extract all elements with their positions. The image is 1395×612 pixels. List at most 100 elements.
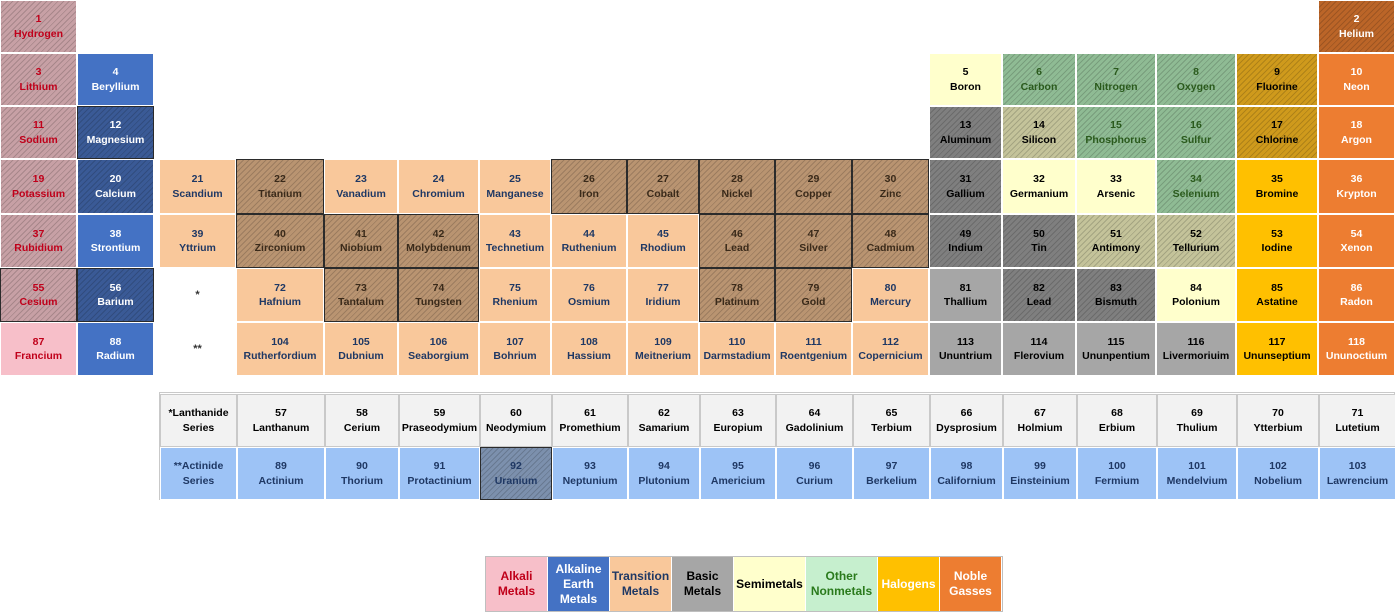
element-cobalt: 27 Cobalt bbox=[627, 159, 699, 214]
element-argon: 18 Argon bbox=[1318, 106, 1395, 159]
element-rutherfordium: 104 Rutherfordium bbox=[236, 322, 324, 376]
element-number: 110 bbox=[728, 335, 746, 348]
element-number: 84 bbox=[1190, 281, 1202, 294]
element-name: Ruthenium bbox=[561, 242, 617, 254]
element-number: 8 bbox=[1193, 66, 1199, 79]
element-number: 68 bbox=[1111, 407, 1123, 420]
element-hassium: 108 Hassium bbox=[551, 322, 627, 376]
element-neodymium: 60 Neodymium bbox=[480, 394, 552, 447]
element-roentgenium: 111 Roentgenium bbox=[775, 322, 852, 376]
element-name: Tantalum bbox=[338, 296, 384, 308]
element-name: Manganese bbox=[486, 187, 544, 200]
series-label-line: *Lanthanide bbox=[168, 407, 229, 420]
element-name: Zinc bbox=[879, 187, 902, 200]
element-name: Erbium bbox=[1098, 421, 1136, 434]
legend-transition: Transition Metals bbox=[610, 557, 672, 611]
element-uranium: 92 Uranium bbox=[480, 447, 552, 500]
element-calcium: 20 Calcium bbox=[77, 159, 154, 214]
element-name: Osmium bbox=[567, 296, 610, 308]
element-number: 40 bbox=[274, 227, 286, 240]
element-tantalum: 73 Tantalum bbox=[324, 268, 398, 322]
element-number: 104 bbox=[271, 335, 289, 348]
legend-noble: Noble Gasses bbox=[940, 557, 1002, 611]
element-number: 34 bbox=[1190, 173, 1202, 186]
element-number: 63 bbox=[732, 407, 744, 420]
element-number: 73 bbox=[355, 281, 367, 294]
element-osmium: 76 Osmium bbox=[551, 268, 627, 322]
element-phosphorus: 15 Phosphorus bbox=[1076, 106, 1156, 159]
element-tellurium: 52 Tellurium bbox=[1156, 214, 1236, 268]
element-number: 12 bbox=[109, 119, 122, 132]
element-number: 20 bbox=[109, 173, 122, 186]
element-number: 81 bbox=[959, 281, 972, 294]
element-number: 26 bbox=[583, 173, 595, 186]
legend-label: Transition Metals bbox=[611, 569, 670, 598]
element-number: 92 bbox=[510, 460, 522, 473]
element-astatine: 85 Astatine bbox=[1236, 268, 1318, 322]
series-label: *Lanthanide Series bbox=[160, 394, 237, 447]
element-name: Chlorine bbox=[1255, 133, 1299, 146]
element-name: Fluorine bbox=[1256, 80, 1298, 93]
element-hydrogen: 1 Hydrogen bbox=[0, 0, 77, 53]
element-number: 3 bbox=[35, 66, 42, 79]
element-number: 74 bbox=[432, 281, 445, 294]
element-name: Dysprosium bbox=[936, 421, 997, 434]
element-name: Platinum bbox=[714, 296, 760, 308]
element-name: Praseodymium bbox=[401, 421, 478, 434]
element-name: Protactinium bbox=[407, 474, 472, 487]
element-antimony: 51 Antimony bbox=[1076, 214, 1156, 268]
element-thulium: 69 Thulium bbox=[1157, 394, 1237, 447]
element-name: Ununpentium bbox=[1082, 350, 1150, 362]
element-name: Copper bbox=[795, 187, 832, 200]
element-name: Cobalt bbox=[646, 187, 680, 200]
element-platinum: 78 Platinum bbox=[699, 268, 775, 322]
element-name: Neon bbox=[1343, 80, 1370, 93]
element-lead: 46 Lead bbox=[699, 214, 775, 268]
element-name: Mercury bbox=[870, 296, 911, 308]
element-americium: 95 Americium bbox=[700, 447, 776, 500]
legend-label: Basic Metals bbox=[683, 569, 722, 598]
element-vanadium: 23 Vanadium bbox=[324, 159, 398, 214]
element-technetium: 43 Technetium bbox=[479, 214, 551, 268]
element-number: 13 bbox=[959, 119, 972, 132]
element-number: 107 bbox=[506, 335, 524, 348]
element-name: Berkelium bbox=[866, 474, 917, 487]
element-number: 64 bbox=[808, 407, 821, 420]
element-bromine: 35 Bromine bbox=[1236, 159, 1318, 214]
element-lanthanum: 57 Lanthanum bbox=[237, 394, 325, 447]
element-curium: 96 Curium bbox=[776, 447, 853, 500]
element-number: 28 bbox=[731, 173, 743, 186]
element-name: Indium bbox=[948, 242, 983, 254]
element-number: 118 bbox=[1348, 335, 1365, 348]
element-number: 108 bbox=[580, 335, 598, 348]
element-neptunium: 93 Neptunium bbox=[552, 447, 628, 500]
element-name: Californium bbox=[937, 474, 996, 487]
element-number: ** bbox=[193, 342, 202, 355]
element-name: Scandium bbox=[172, 187, 223, 200]
element-boron: 5 Boron bbox=[929, 53, 1002, 106]
element-number: * bbox=[195, 288, 200, 301]
element-number: 78 bbox=[731, 281, 743, 294]
element-name: Tellurium bbox=[1172, 242, 1220, 254]
element-number: 23 bbox=[355, 173, 367, 186]
element-name: Terbium bbox=[871, 421, 912, 434]
legend-alkali: Alkali Metals bbox=[486, 557, 548, 611]
element-name: Promethium bbox=[559, 421, 621, 434]
element-chromium: 24 Chromium bbox=[398, 159, 479, 214]
element-scandium: 21 Scandium bbox=[159, 159, 236, 214]
element-ruthenium: 44 Ruthenium bbox=[551, 214, 627, 268]
element-name: Titanium bbox=[258, 187, 302, 200]
element-francium: 87 Francium bbox=[0, 322, 77, 376]
element-number: 62 bbox=[658, 407, 670, 420]
element-number: 17 bbox=[1271, 119, 1283, 132]
element-name: Radium bbox=[96, 350, 135, 362]
legend-label: Semimetals bbox=[736, 576, 803, 591]
element-number: 69 bbox=[1191, 407, 1203, 420]
element-name: Americium bbox=[710, 474, 766, 487]
element-name: Iodine bbox=[1261, 242, 1293, 254]
element-lead: 82 Lead bbox=[1002, 268, 1076, 322]
element-name: Lithium bbox=[19, 80, 58, 93]
element-lithium: 3 Lithium bbox=[0, 53, 77, 106]
element-chlorine: 17 Chlorine bbox=[1236, 106, 1318, 159]
element-number: 44 bbox=[583, 227, 595, 240]
